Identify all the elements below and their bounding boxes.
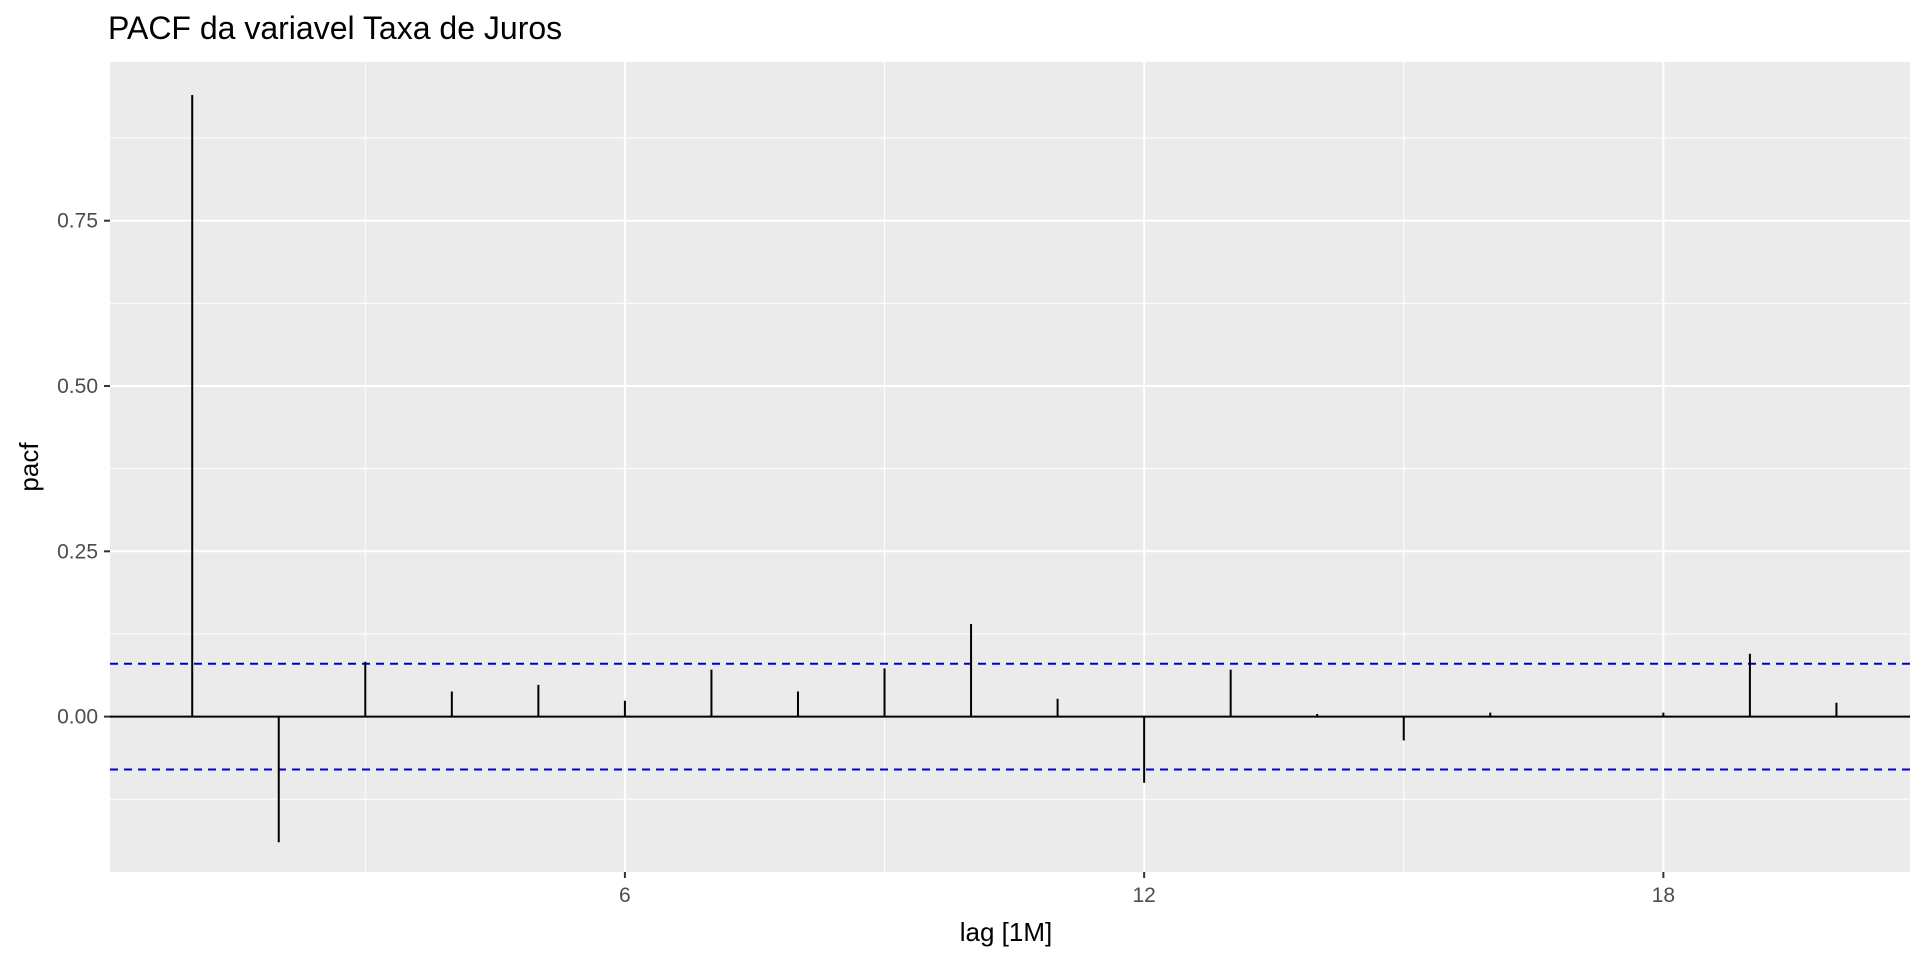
y-tick-label: 0.50 — [57, 375, 98, 398]
y-tick-label: 0.00 — [57, 706, 98, 729]
panel-background — [110, 62, 1910, 872]
x-tick-label: 6 — [619, 884, 631, 907]
pacf-bars — [191, 95, 1838, 843]
y-tick-label: 0.25 — [57, 540, 98, 563]
y-axis-title: pacf — [14, 442, 44, 492]
plot-panel — [110, 62, 1910, 872]
x-axis-title: lag [1M] — [960, 917, 1053, 947]
confidence-bands — [110, 662, 1910, 771]
x-tick-label: 12 — [1132, 884, 1155, 907]
axes: 0.00 0.25 0.50 0.75 6 12 18 — [57, 210, 1675, 907]
x-tick-label: 18 — [1652, 884, 1675, 907]
chart-title: PACF da variavel Taxa de Juros — [108, 10, 563, 46]
y-tick-label: 0.75 — [57, 210, 98, 233]
